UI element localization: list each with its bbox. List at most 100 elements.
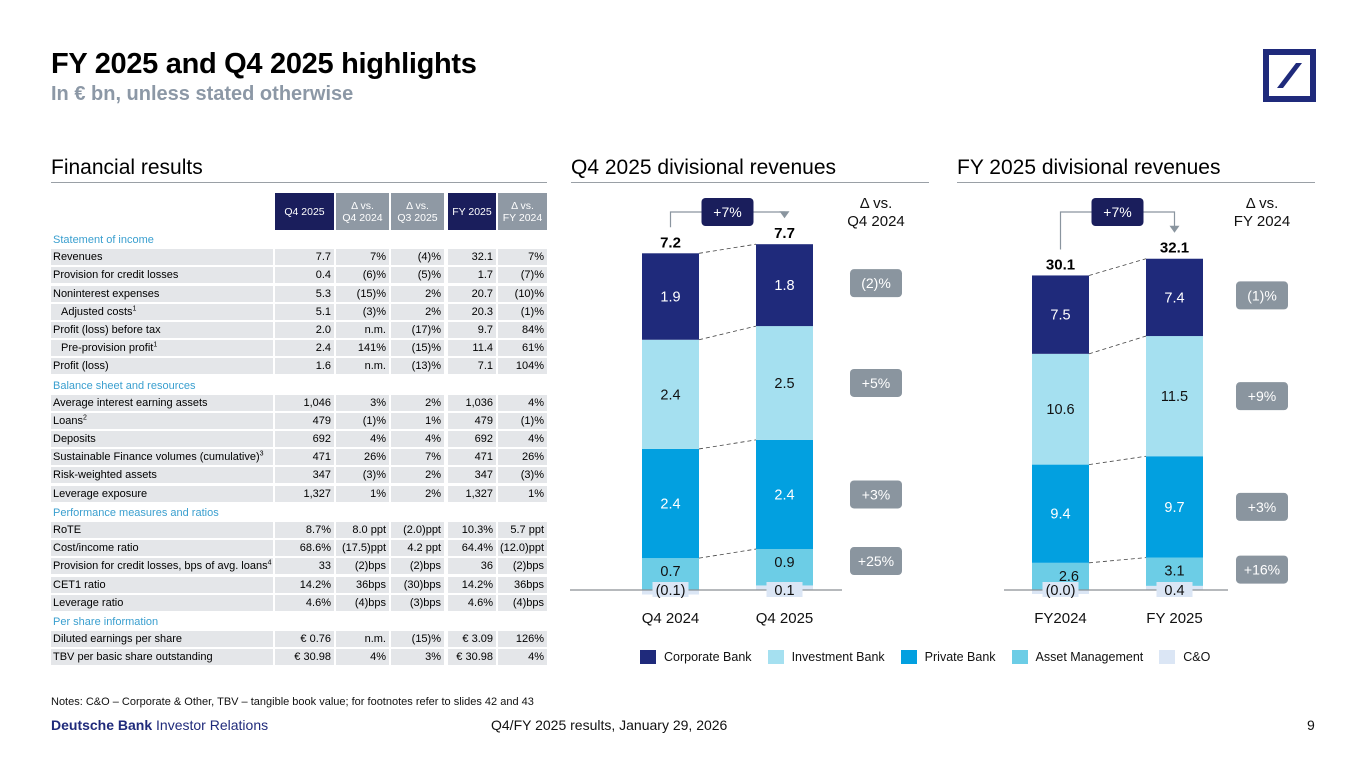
table-cell: 2% (391, 485, 444, 502)
table-cell: 1% (336, 485, 389, 502)
table-cell: 479 (448, 412, 496, 429)
legend-swatch (900, 650, 917, 664)
legend-label: Private Bank (924, 650, 996, 664)
delta-badge-label: +9% (1248, 388, 1276, 404)
footnote-marker: 2 (82, 414, 87, 422)
row-label: Provision for credit losses, bps of avg.… (51, 558, 273, 575)
financial-results-table: Q4 2025 Δ vs. Q4 2024 Δ vs. Q3 2025 FY 202… (51, 193, 547, 667)
table-cell: (5)% (391, 267, 444, 284)
table-cell: (1)% (336, 412, 389, 429)
connector-line (698, 548, 757, 559)
growth-badge (1091, 198, 1144, 226)
table-row: TBV per basic share outstanding € 30.98 4%… (51, 648, 547, 666)
row-label: Loans2 (51, 412, 273, 429)
table-row: Provision for credit losses 0.4 (6)% (5)% 1.… (51, 266, 547, 284)
growth-badge-label: +7% (1103, 204, 1131, 220)
table-cell: € 0.76 (275, 631, 334, 648)
delta-badge-label: +3% (1248, 499, 1276, 515)
row-label: Adjusted costs1 (51, 303, 273, 320)
table-cell: (2)bps (391, 558, 444, 575)
legend-item: Corporate Bank (640, 650, 752, 664)
bar-segment-investment-bank (642, 339, 699, 449)
row-label: Cost/income ratio (51, 540, 273, 557)
bar-segment-corporate-bank (642, 253, 699, 340)
table-cell: 4% (498, 649, 547, 666)
table-cell: 2% (391, 303, 444, 320)
footnote-marker: 3 (259, 450, 264, 458)
bar-segment-investment-bank (1146, 336, 1203, 457)
table-cell: (15)% (391, 631, 444, 648)
bar-segment-corporate-bank (756, 244, 813, 327)
row-label: Sustainable Finance volumes (cumulative)… (51, 449, 273, 466)
table-section-header: Per share information (53, 615, 159, 628)
segment-value-label: 7.5 (1050, 308, 1070, 324)
delta-header: Q4 2024 (847, 213, 905, 230)
table-cell: (4)bps (336, 594, 389, 611)
segment-value-label: 1.8 (774, 278, 794, 294)
table-cell: (12.0)ppt (498, 540, 547, 557)
c-o-label-bg (1156, 582, 1193, 597)
table-cell: (17.5)ppt (336, 540, 389, 557)
slash-logo-icon (1277, 63, 1302, 88)
table-cell: n.m. (336, 358, 389, 375)
col-header-delta-q4-2024: Δ vs. Q4 2024 (336, 193, 389, 230)
table-cell: 4% (336, 649, 389, 666)
bar-segment-private-bank (642, 448, 699, 559)
bar-segment-private-bank (756, 439, 813, 550)
connector-line (698, 243, 757, 254)
segment-value-label: (0.1) (656, 583, 686, 599)
segment-value-label: 11.5 (1161, 389, 1188, 405)
table-row: Risk-weighted assets 347 (3)% 2% 347 (3)% (51, 466, 547, 484)
row-label: Noninterest expenses (51, 285, 273, 302)
table-cell: (1)% (498, 412, 547, 429)
row-label: RoTE (51, 522, 273, 538)
legend-item: Investment Bank (767, 650, 885, 664)
segment-value-label: 3.1 (1164, 564, 1184, 580)
bar-segment-corporate-bank (1146, 258, 1203, 337)
table-section-header: Balance sheet and resources (53, 379, 196, 392)
row-label: Diluted earnings per share (51, 631, 273, 648)
table-cell: (4)% (391, 249, 444, 266)
table-cell: € 30.98 (448, 649, 496, 666)
delta-header: Δ vs. (1246, 195, 1279, 212)
table-cell: 5.7 ppt (498, 522, 547, 538)
row-label: Deposits (51, 431, 273, 448)
col-header-fy-2025: FY 2025 (448, 193, 496, 230)
table-cell: 61% (498, 340, 547, 357)
segment-value-label: 9.4 (1050, 507, 1070, 523)
deutsche-bank-logo (1263, 49, 1316, 102)
table-cell: (13)% (391, 358, 444, 375)
table-cell: 84% (498, 321, 547, 338)
table-cell: 126% (498, 631, 547, 648)
segment-value-label: 9.7 (1164, 500, 1184, 516)
row-label: Profit (loss) (51, 358, 273, 375)
table-cell: 4% (498, 431, 547, 448)
table-cell: n.m. (336, 631, 389, 648)
table-cell: 26% (336, 449, 389, 466)
table-cell: (3)% (498, 467, 547, 484)
table-row: Provision for credit losses, bps of avg.… (51, 557, 547, 575)
table-cell: 2% (391, 285, 444, 302)
table-cell: 4.2 ppt (391, 540, 444, 557)
bar-segment-investment-bank (1032, 353, 1089, 465)
bar-segment-investment-bank (756, 326, 813, 440)
table-cell: 692 (448, 431, 496, 448)
table-cell: (7)% (498, 267, 547, 284)
table-cell: 36bps (336, 576, 389, 593)
c-o-label-bg (1042, 582, 1079, 597)
segment-value-label: 1.9 (660, 290, 680, 306)
row-label: Risk-weighted assets (51, 467, 273, 484)
arrow-down-icon (779, 211, 790, 219)
table-row: Leverage ratio 4.6% (4)bps (3)bps 4.6% (4)bps (51, 594, 547, 612)
table-cell: 3% (391, 649, 444, 666)
growth-badge (701, 198, 754, 226)
table-cell: 141% (336, 340, 389, 357)
delta-header: FY 2024 (1234, 213, 1290, 230)
segment-value-label: 10.6 (1046, 402, 1074, 418)
table-cell: 33 (275, 558, 334, 575)
total-value-label: 30.1 (1046, 256, 1075, 273)
legend-label: C&O (1183, 650, 1211, 664)
q4-divisional-revenues-chart: (0.1) 0.7 2.4 2.4 1.9 7.2 0.1 0.9 2.4 2.5 1.8 7.7 +7… (570, 195, 905, 627)
table-row: Profit (loss) before tax 2.0 n.m. (17)% 9.7 8… (51, 321, 547, 339)
table-cell: 471 (448, 449, 496, 466)
